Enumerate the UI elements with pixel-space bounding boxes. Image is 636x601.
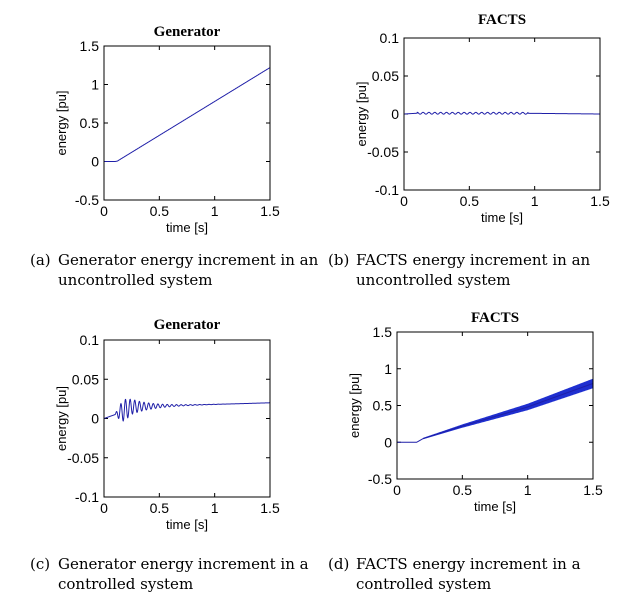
chart-a-ytick-label: 1 (91, 77, 99, 93)
caption-a-tag: (a) (30, 251, 51, 269)
chart-d-ytick-label: 0.5 (373, 398, 393, 414)
chart-d-ylabel: energy [pu] (347, 373, 362, 438)
chart-b-xtick-label: 1.5 (590, 193, 610, 209)
chart-d-ytick-label: 1.5 (373, 324, 393, 340)
chart-b-xtick-label: 1 (531, 193, 539, 209)
chart-a-ytick-label: 1.5 (80, 38, 100, 54)
chart-a-ylabel: energy [pu] (54, 90, 69, 155)
chart-a-xtick-label: 1 (211, 203, 219, 219)
caption-c-line1: Generator energy increment in a (58, 555, 309, 573)
caption-d-line2: controlled system (356, 575, 492, 593)
chart-a-title: Generator (154, 24, 221, 40)
chart-d-xtick-label: 1 (524, 482, 532, 498)
chart-c-ytick-label: -0.05 (67, 450, 99, 466)
chart-a-frame (103, 45, 271, 201)
caption-c-line2: controlled system (58, 575, 194, 593)
caption-a: (a) Generator energy increment in an unco… (30, 250, 318, 290)
chart-d-svg: 0 0.5 1 1.51.510.50-0.5 FACTS time [s] ener… (347, 310, 603, 514)
chart-d-ytick-label: -0.5 (368, 471, 392, 487)
caption-d: (d) FACTS energy increment in a controlle… (328, 554, 581, 594)
chart-b-ytick-label: -0.1 (375, 182, 399, 198)
chart-a-ytick-label: -0.5 (75, 192, 99, 208)
chart-a-ytick-label: 0.5 (80, 115, 100, 131)
chart-d-series-band (423, 378, 593, 440)
chart-b-ytick-label: 0.05 (372, 68, 399, 84)
chart-panel-a: 0 0.5 1 1.5 1.5 1 0.5 0 -0.5 Generator time [s] … (0, 0, 318, 240)
chart-c-ytick-label: 0.1 (80, 332, 100, 348)
chart-b-frame (403, 37, 601, 191)
caption-d-tag: (d) (328, 555, 350, 573)
chart-d-xtick-label: 0 (393, 482, 401, 498)
chart-d-ytick-label: 0 (384, 434, 392, 450)
chart-d-xlabel: time [s] (474, 499, 516, 514)
chart-d-xtick-label: 1.5 (583, 482, 603, 498)
chart-d-xtick-label: 0.5 (453, 482, 473, 498)
chart-a-xtick-label: 0.5 (150, 203, 170, 219)
chart-c-title: Generator (154, 317, 221, 333)
chart-c-ytick-label: -0.1 (75, 489, 99, 505)
chart-c-xlabel: time [s] (166, 517, 208, 532)
chart-b-ylabel: energy [pu] (354, 81, 369, 146)
chart-b-svg: 0 0.5 1 1.5 0.1 0.05 0 -0.05 -0.1 FACTS time [s]… (354, 12, 610, 225)
chart-b-xtick-label: 0 (400, 193, 408, 209)
chart-b-ytick-label: 0.1 (380, 30, 400, 46)
caption-a-line1: Generator energy increment in an (58, 251, 319, 269)
chart-a-svg: 0 0.5 1 1.51.510.50-0.5 Generator time [s] … (54, 24, 280, 235)
chart-c-frame (103, 339, 271, 498)
caption-a-line2: uncontrolled system (58, 271, 213, 289)
chart-c-xtick-label: 0.5 (150, 500, 170, 516)
chart-b-xtick-label: 0.5 (460, 193, 480, 209)
caption-c-tag: (c) (30, 555, 51, 573)
chart-c-ylabel: energy [pu] (54, 386, 69, 451)
chart-a-xtick-label: 0 (100, 203, 108, 219)
chart-b-ytick-label: -0.05 (367, 144, 399, 160)
chart-c-ytick-label: 0 (91, 411, 99, 427)
chart-d-ytick-label: 1 (384, 361, 392, 377)
caption-b-line1: FACTS energy increment in an (356, 251, 591, 269)
chart-d-frame (396, 331, 594, 480)
chart-b-ytick-label: 0 (391, 106, 399, 122)
caption-c: (c) Generator energy increment in a contr… (30, 554, 309, 594)
caption-b: (b) FACTS energy increment in an uncontro… (328, 250, 590, 290)
chart-c-series-line (103, 398, 270, 422)
chart-c-xtick-label: 1 (211, 500, 219, 516)
chart-panel-c: 0 0.5 1 1.5 0.1 0.05 0 -0.05 -0.1 Generator time… (0, 305, 318, 545)
chart-b-xlabel: time [s] (481, 210, 523, 225)
caption-d-line1: FACTS energy increment in a (356, 555, 581, 573)
chart-c-xtick-label: 0 (100, 500, 108, 516)
chart-a-xtick-label: 1.5 (260, 203, 280, 219)
chart-panel-d: 0 0.5 1 1.5 1.5 1 0.5 0 -0.5 FACTS time [s] ener… (318, 305, 636, 545)
chart-a-ytick-label: 0 (91, 154, 99, 170)
chart-c-svg: 0 0.5 1 1.5 0.1 0.05 0 -0.05 -0.1 Generator time… (54, 317, 280, 532)
chart-c-ytick-label: 0.05 (72, 371, 99, 387)
caption-b-tag: (b) (328, 251, 350, 269)
chart-d-series-line (397, 382, 594, 443)
chart-c-xtick-label: 1.5 (260, 500, 280, 516)
chart-panel-b: 0 0.5 1 1.5 0.1 0.05 0 -0.05 -0.1 FACTS time [s]… (318, 0, 636, 240)
chart-b-title: FACTS (478, 12, 526, 28)
chart-a-xlabel: time [s] (166, 220, 208, 235)
caption-b-line2: uncontrolled system (356, 271, 511, 289)
chart-b-series-line (403, 111, 600, 115)
chart-a-series-line (104, 67, 271, 162)
chart-d-title: FACTS (471, 310, 519, 326)
